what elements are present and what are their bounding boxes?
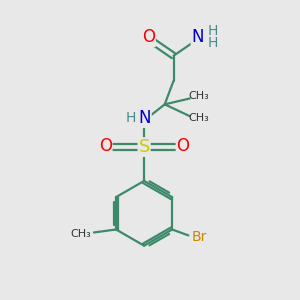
Text: O: O (176, 137, 190, 155)
Text: H: H (208, 36, 218, 50)
Text: CH₃: CH₃ (70, 229, 91, 238)
Text: CH₃: CH₃ (188, 91, 209, 101)
Text: CH₃: CH₃ (188, 113, 209, 123)
Text: N: N (138, 109, 151, 127)
Text: O: O (142, 28, 155, 46)
Text: H: H (126, 111, 136, 125)
Text: Br: Br (192, 230, 207, 244)
Text: H: H (208, 24, 218, 38)
Text: O: O (99, 137, 112, 155)
Text: N: N (191, 28, 204, 46)
Text: S: S (138, 138, 150, 156)
